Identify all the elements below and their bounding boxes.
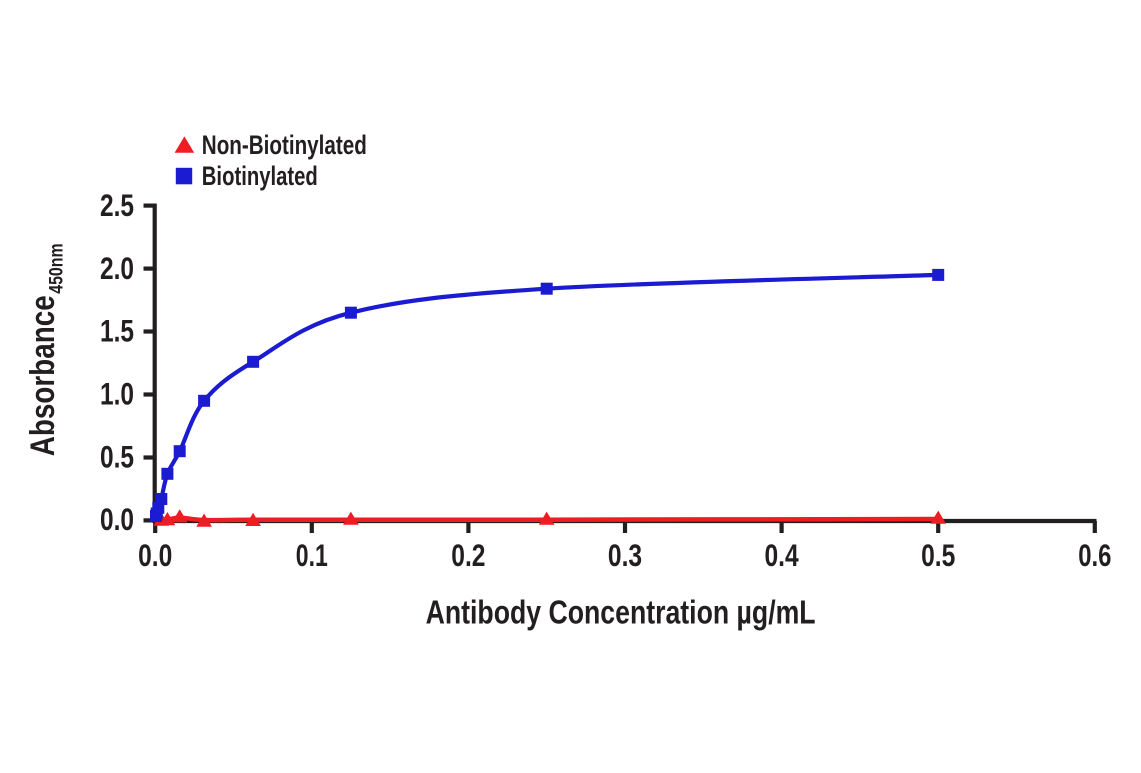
svg-text:2.5: 2.5 <box>100 187 134 223</box>
svg-text:Antibody Concentration µg/mL: Antibody Concentration µg/mL <box>426 594 816 631</box>
svg-text:1.5: 1.5 <box>100 313 134 349</box>
svg-text:450nm: 450nm <box>46 243 68 294</box>
svg-text:Biotinylated: Biotinylated <box>202 161 318 191</box>
svg-text:0.5: 0.5 <box>921 537 955 573</box>
svg-text:0.3: 0.3 <box>608 537 642 573</box>
svg-text:0.4: 0.4 <box>765 537 800 573</box>
svg-text:Absorbance: Absorbance <box>24 295 62 456</box>
svg-text:2.0: 2.0 <box>100 250 134 286</box>
svg-text:0.1: 0.1 <box>296 537 328 573</box>
svg-text:Non-Biotinylated: Non-Biotinylated <box>202 130 367 160</box>
svg-text:0.0: 0.0 <box>138 537 172 573</box>
svg-text:0.6: 0.6 <box>1078 537 1111 573</box>
svg-text:0.0: 0.0 <box>100 501 134 537</box>
svg-text:1.0: 1.0 <box>100 376 134 412</box>
svg-text:0.5: 0.5 <box>100 439 134 475</box>
svg-text:0.2: 0.2 <box>451 537 485 573</box>
